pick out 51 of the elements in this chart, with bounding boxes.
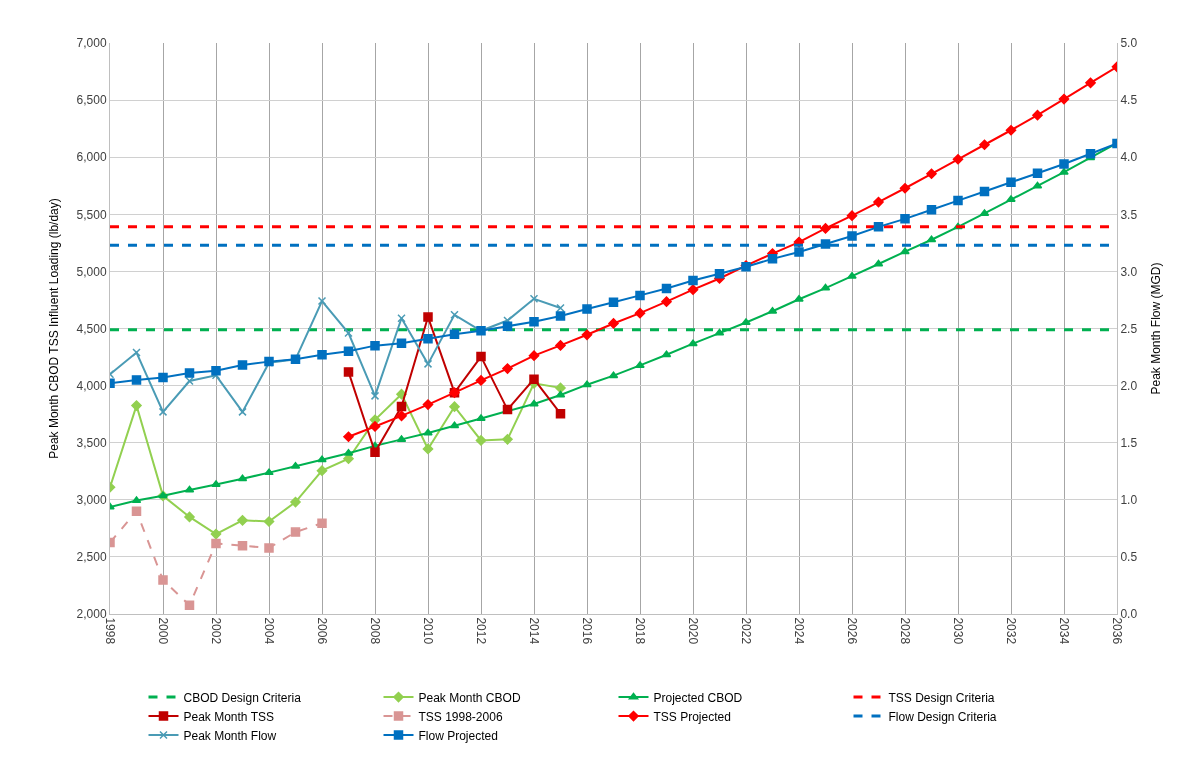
x-tick-label: 2006: [315, 617, 330, 645]
legend-label: Peak Month Flow: [183, 728, 277, 743]
x-tick-label: 2004: [262, 617, 277, 645]
y-axis-title: Peak Month CBOD TSS Influent Loading (lb/day): [46, 198, 61, 459]
y2-tick-label: 0.5: [1120, 550, 1138, 565]
legend-label: Peak Month CBOD: [418, 690, 521, 705]
y2-axis-title: Peak Month Flow (MGD): [1149, 262, 1164, 395]
y-tick-label: 5,000: [76, 264, 107, 279]
y2-tick-label: 2.0: [1120, 378, 1138, 393]
legend-label: Projected CBOD: [653, 690, 743, 705]
y-tick-label: 3,500: [76, 435, 107, 450]
y-tick-label: 7,000: [76, 36, 107, 51]
y-tick-label: 2,500: [76, 550, 107, 565]
x-tick-label: 2034: [1057, 617, 1072, 645]
legend-label: TSS Projected: [653, 709, 731, 724]
y-tick-label: 5,500: [76, 207, 107, 222]
x-tick-label: 2020: [686, 617, 701, 645]
x-tick-label: 2008: [368, 617, 383, 645]
legend-label: CBOD Design Criteria: [183, 690, 302, 705]
x-tick-label: 2024: [792, 617, 807, 645]
y2-tick-label: 1.5: [1120, 435, 1138, 450]
x-tick-label: 2016: [580, 617, 595, 645]
legend-label: Flow Projected: [418, 728, 498, 743]
x-tick-label: 2030: [951, 617, 966, 645]
y-tick-label: 4,000: [76, 378, 107, 393]
legend-label: TSS 1998-2006: [418, 709, 503, 724]
x-tick-label: 2018: [633, 617, 648, 645]
y2-tick-label: 4.0: [1120, 150, 1138, 165]
x-tick-label: 2012: [474, 617, 489, 645]
x-tick-label: 2010: [421, 617, 436, 645]
legend-label: Peak Month TSS: [183, 709, 274, 724]
x-tick-label: 2032: [1004, 617, 1019, 645]
x-tick-label: 2022: [739, 617, 754, 645]
y2-tick-label: 1.0: [1120, 493, 1138, 507]
y2-tick-label: 2.5: [1120, 321, 1138, 336]
y2-tick-label: 3.5: [1120, 207, 1138, 222]
y-tick-label: 3,000: [76, 493, 107, 507]
x-tick-label: 2028: [898, 617, 913, 645]
x-tick-label: 2000: [156, 617, 171, 645]
y-tick-label: 6,000: [76, 150, 107, 165]
legend-label: Flow Design Criteria: [888, 709, 997, 724]
x-tick-label: 2002: [209, 617, 224, 645]
y2-tick-label: 3.0: [1120, 264, 1138, 279]
x-tick-label: 2014: [527, 617, 542, 645]
x-tick-label: 2036: [1110, 617, 1125, 645]
y2-tick-label: 5.0: [1120, 36, 1138, 51]
x-tick-label: 2026: [845, 617, 860, 645]
legend-label: TSS Design Criteria: [888, 690, 995, 705]
y-tick-label: 4,500: [76, 321, 107, 336]
y-tick-label: 6,500: [76, 93, 107, 108]
y2-tick-label: 4.5: [1120, 93, 1138, 108]
